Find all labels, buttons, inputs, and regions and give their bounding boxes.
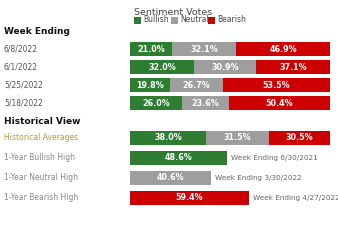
Bar — [130, 42, 172, 56]
Bar — [171, 17, 178, 24]
Text: 1-Year Bearish High: 1-Year Bearish High — [4, 193, 78, 203]
Text: Neutral: Neutral — [180, 15, 209, 25]
Text: 1-Year Bullish High: 1-Year Bullish High — [4, 154, 75, 162]
Bar — [269, 131, 330, 145]
Text: Week Ending: Week Ending — [4, 28, 70, 36]
Text: 31.5%: 31.5% — [224, 133, 251, 143]
Bar — [206, 131, 269, 145]
Text: 6/1/2022: 6/1/2022 — [4, 62, 38, 71]
Text: 40.6%: 40.6% — [157, 174, 185, 183]
Bar — [130, 96, 182, 110]
Bar — [208, 17, 215, 24]
Text: 50.4%: 50.4% — [266, 98, 293, 107]
Bar — [130, 78, 170, 92]
Bar — [170, 78, 223, 92]
Bar — [130, 60, 194, 74]
Text: 46.9%: 46.9% — [269, 44, 297, 54]
Text: 21.0%: 21.0% — [137, 44, 165, 54]
Bar — [130, 151, 227, 165]
Text: 19.8%: 19.8% — [136, 81, 164, 90]
Text: 30.5%: 30.5% — [286, 133, 313, 143]
Bar — [256, 60, 330, 74]
Text: Week Ending 4/27/2022: Week Ending 4/27/2022 — [253, 195, 338, 201]
Text: 38.0%: 38.0% — [154, 133, 182, 143]
Bar — [130, 171, 211, 185]
Text: Historical View: Historical View — [4, 117, 80, 125]
Text: 5/18/2022: 5/18/2022 — [4, 98, 43, 107]
Text: 30.9%: 30.9% — [211, 62, 239, 71]
Text: 26.0%: 26.0% — [142, 98, 170, 107]
Text: Sentiment Votes: Sentiment Votes — [134, 8, 212, 17]
Bar — [172, 42, 236, 56]
Text: 26.7%: 26.7% — [183, 81, 210, 90]
Text: 5/25/2022: 5/25/2022 — [4, 81, 43, 90]
Text: 23.6%: 23.6% — [192, 98, 219, 107]
Bar — [229, 96, 330, 110]
Bar — [194, 60, 256, 74]
Text: 48.6%: 48.6% — [165, 154, 192, 162]
Text: 37.1%: 37.1% — [279, 62, 307, 71]
Bar — [130, 131, 206, 145]
Bar — [236, 42, 330, 56]
Text: Week Ending 3/30/2022: Week Ending 3/30/2022 — [215, 175, 302, 181]
Text: Bullish: Bullish — [143, 15, 169, 25]
Bar — [223, 78, 330, 92]
Text: 1-Year Neutral High: 1-Year Neutral High — [4, 174, 78, 183]
Bar — [130, 191, 249, 205]
Text: Bearish: Bearish — [217, 15, 246, 25]
Text: 6/8/2022: 6/8/2022 — [4, 44, 38, 54]
Text: Historical Averages: Historical Averages — [4, 133, 78, 143]
Text: 32.0%: 32.0% — [148, 62, 176, 71]
Text: 32.1%: 32.1% — [190, 44, 218, 54]
Text: 53.5%: 53.5% — [263, 81, 290, 90]
Bar — [134, 17, 141, 24]
Text: 59.4%: 59.4% — [175, 193, 203, 203]
Bar — [182, 96, 229, 110]
Text: Week Ending 6/30/2021: Week Ending 6/30/2021 — [231, 155, 318, 161]
